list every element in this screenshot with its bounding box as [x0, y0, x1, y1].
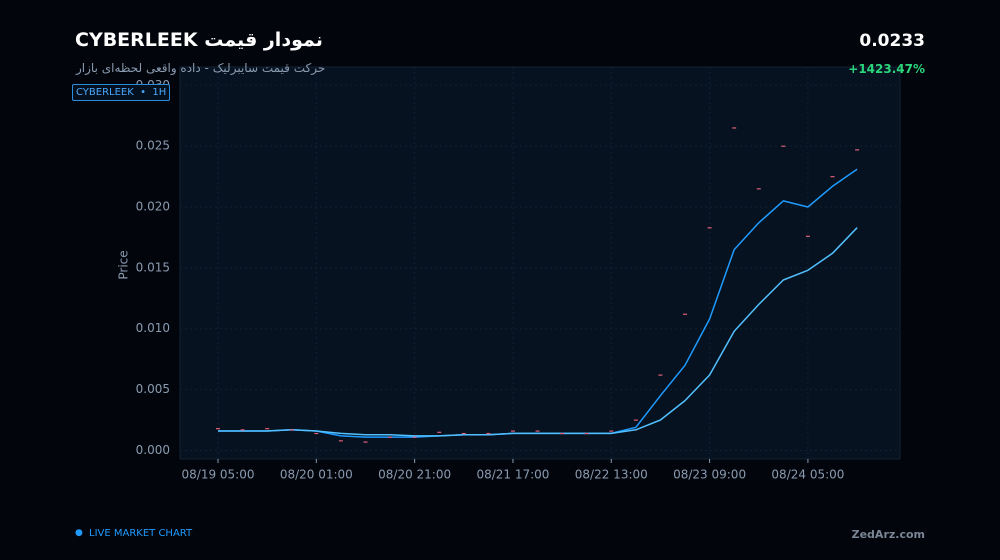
x-tick-label: 08/20 21:00	[378, 468, 451, 482]
price-tick	[584, 432, 589, 435]
footer-left: LIVE MARKET CHART	[89, 528, 193, 539]
x-tick-label: 08/23 09:00	[673, 468, 746, 482]
price-tick	[855, 149, 860, 151]
average-line	[218, 227, 858, 437]
price-tick	[461, 432, 466, 435]
price-tick	[388, 436, 393, 438]
title: نمودار قیمت CYBERLEEK	[75, 29, 323, 51]
badge: CYBERLEEK • 1H	[72, 84, 171, 101]
subtitle: حرکت قیمت سایبرلیک - داده واقعی لحظه‌ای …	[76, 61, 326, 75]
price-tick	[683, 313, 688, 315]
price-tick	[338, 440, 343, 442]
plot-area	[179, 66, 901, 460]
y-tick-label: 0.020	[136, 200, 170, 214]
price-tick	[830, 176, 835, 178]
price: 0.0233	[859, 31, 925, 51]
y-tick-label: 0.000	[136, 443, 170, 457]
price-tick	[805, 235, 810, 237]
price-tick	[510, 430, 515, 432]
price-tick	[240, 429, 245, 431]
y-tick-label: 0.015	[136, 260, 170, 274]
price-tick	[781, 145, 786, 147]
y-tick-label: 0.010	[136, 321, 170, 335]
y-tick-label: 0.025	[136, 139, 170, 153]
price-tick	[707, 227, 712, 229]
y-tick-label: 0.005	[136, 382, 170, 396]
x-tick-label: 08/20 01:00	[280, 468, 353, 482]
price-tick	[363, 441, 368, 443]
x-tick-label: 08/21 17:00	[476, 468, 549, 482]
footer-right: ZedArz.com	[851, 528, 925, 541]
change: +1423.47%	[848, 62, 925, 76]
price-tick	[412, 436, 417, 438]
x-tick-label: 08/24 05:00	[771, 468, 844, 482]
price-tick	[437, 431, 442, 433]
price-tick	[609, 430, 614, 432]
x-tick-label: 08/19 05:00	[182, 468, 255, 482]
live-dot: ●	[75, 528, 83, 538]
price-tick	[535, 430, 540, 432]
price-tick	[732, 127, 737, 129]
price-tick	[658, 374, 663, 376]
price-tick	[560, 432, 565, 435]
x-tick-label: 08/22 13:00	[575, 468, 648, 482]
price-tick	[633, 419, 638, 421]
price-tick	[289, 429, 294, 431]
y-axis-label: Price	[117, 250, 131, 279]
price-tick	[314, 432, 319, 435]
price-tick	[265, 428, 270, 430]
price-tick	[216, 428, 220, 430]
price-tick	[486, 432, 491, 435]
price-tick	[756, 188, 761, 190]
